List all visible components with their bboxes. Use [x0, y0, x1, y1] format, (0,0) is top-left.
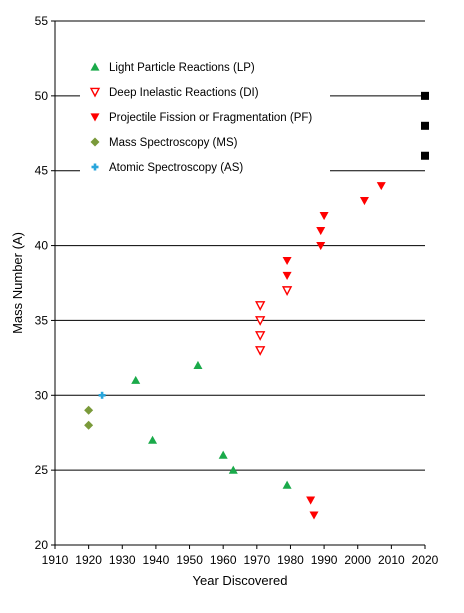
x-axis-title: Year Discovered [193, 573, 288, 588]
data-point-series-1 [255, 346, 266, 356]
legend-label: Light Particle Reactions (LP) [109, 62, 255, 74]
data-point-series-1 [255, 316, 266, 326]
x-tick-label: 1960 [210, 553, 237, 567]
data-point-series-2 [282, 256, 292, 266]
data-point-series-5 [421, 91, 429, 100]
legend-label: Atomic Spectroscopy (AS) [109, 162, 243, 174]
legend-marker [90, 113, 100, 122]
legend-item: Atomic Spectroscopy (AS) [91, 162, 243, 174]
data-point-series-3 [84, 405, 94, 415]
data-point-series-0 [148, 435, 158, 444]
data-point-series-1 [255, 331, 266, 341]
legend-background [80, 56, 330, 185]
data-point-series-0 [193, 360, 203, 369]
data-point-series-3 [84, 420, 94, 430]
legend-item: Projectile Fission or Fragmentation (PF) [90, 112, 312, 124]
legend-marker [89, 87, 101, 98]
y-tick-label: 40 [35, 239, 49, 253]
x-tick-label: 1970 [243, 553, 270, 567]
y-tick-label: 25 [35, 463, 49, 477]
legend-item: Deep Inelastic Reactions (DI) [89, 87, 259, 99]
data-point-series-0 [228, 465, 238, 474]
y-tick-label: 50 [35, 89, 49, 103]
data-point-series-2 [359, 197, 369, 206]
data-point-series-2 [316, 241, 326, 251]
y-axis-title: Mass Number (A) [10, 232, 25, 334]
x-tick-label: 1990 [311, 553, 338, 567]
legend-label: Projectile Fission or Fragmentation (PF) [109, 112, 312, 124]
legend: Light Particle Reactions (LP) Deep Inelas… [89, 62, 312, 174]
data-point-series-1 [281, 286, 293, 296]
x-tick-label: 2010 [378, 553, 405, 567]
x-tick-label: 1910 [42, 553, 69, 567]
x-tick-label: 2020 [412, 553, 439, 567]
data-point-series-5 [421, 121, 429, 130]
x-tick-label: 1980 [277, 553, 304, 567]
legend-marker [90, 137, 100, 147]
data-point-series-2 [376, 182, 386, 191]
x-tick-label: 1940 [143, 553, 170, 567]
y-tick-label: 35 [35, 313, 49, 327]
data-point-series-2 [306, 496, 316, 505]
data-point-series-1 [255, 301, 266, 311]
data-point-series-0 [131, 375, 141, 384]
data-point-series-0 [218, 450, 228, 459]
legend-item: Light Particle Reactions (LP) [90, 62, 255, 74]
data-point-series-2 [309, 511, 319, 520]
x-tick-label: 1930 [109, 553, 136, 567]
legend-marker [90, 62, 100, 71]
legend-item: Mass Spectroscopy (MS) [90, 137, 238, 149]
data-point-series-2 [319, 212, 329, 221]
x-tick-label: 2000 [344, 553, 371, 567]
y-tick-label: 55 [35, 14, 49, 28]
legend-marker [91, 163, 99, 171]
axes [51, 20, 426, 549]
y-tick-label: 30 [35, 388, 49, 402]
x-tick-label: 1920 [75, 553, 102, 567]
y-tick-label: 20 [35, 538, 49, 552]
cross-horizontal [98, 393, 106, 397]
data-point-series-2 [282, 271, 292, 281]
legend-label: Mass Spectroscopy (MS) [109, 137, 238, 149]
data-marks [84, 91, 429, 520]
y-tick-label: 45 [35, 164, 49, 178]
legend-label: Deep Inelastic Reactions (DI) [109, 87, 259, 99]
data-point-series-0 [282, 480, 292, 489]
tick-labels: 20 25 30 35 40 45 50 55 1910 1920 1930 1940 1950 1960… [35, 14, 439, 567]
data-point-series-2 [316, 227, 326, 236]
cross-horizontal [91, 165, 99, 169]
legend-box [80, 56, 330, 185]
data-point-series-5 [421, 151, 429, 160]
x-tick-label: 1950 [176, 553, 203, 567]
data-point-series-4 [98, 391, 106, 399]
